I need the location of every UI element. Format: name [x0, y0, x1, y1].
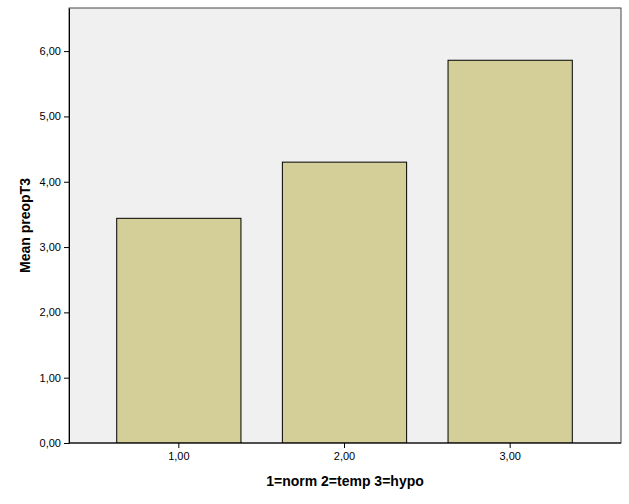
y-tick-label: 3,00 — [40, 241, 61, 253]
bars — [117, 60, 573, 443]
y-tick: 0,00 — [40, 437, 69, 449]
x-tick-label: 1,00 — [168, 450, 189, 462]
bar — [282, 162, 406, 443]
y-tick: 4,00 — [40, 176, 69, 188]
y-tick-label: 0,00 — [40, 437, 61, 449]
y-tick: 1,00 — [40, 372, 69, 384]
y-tick-label: 5,00 — [40, 110, 61, 122]
y-tick-mark — [64, 116, 69, 117]
y-tick: 2,00 — [40, 306, 69, 318]
x-axis-title: 1=norm 2=temp 3=hypo — [266, 473, 424, 489]
y-tick: 3,00 — [40, 241, 69, 253]
y-tick-label: 4,00 — [40, 176, 61, 188]
y-tick-mark — [64, 312, 69, 313]
x-tick-mark — [344, 443, 345, 448]
bar — [448, 60, 572, 443]
x-axis: 1,00 2,00 3,00 — [69, 443, 621, 462]
x-tick: 1,00 — [168, 443, 189, 462]
y-tick-mark — [64, 443, 69, 444]
x-tick: 3,00 — [499, 443, 520, 462]
y-tick: 6,00 — [40, 45, 69, 57]
chart: 0,00 1,00 2,00 3,00 4,00 5,00 6,00 1,00 2,00 3,00… — [0, 0, 629, 504]
x-tick: 2,00 — [334, 443, 355, 462]
y-tick-mark — [64, 247, 69, 248]
y-tick-label: 2,00 — [40, 306, 61, 318]
y-tick-mark — [64, 182, 69, 183]
y-tick-label: 6,00 — [40, 45, 61, 57]
x-tick-label: 2,00 — [334, 450, 355, 462]
x-tick-mark — [510, 443, 511, 448]
x-tick-mark — [178, 443, 179, 448]
y-axis: 0,00 1,00 2,00 3,00 4,00 5,00 6,00 — [40, 9, 70, 450]
x-tick-label: 3,00 — [499, 450, 520, 462]
bar — [117, 218, 241, 443]
y-tick: 5,00 — [40, 110, 69, 122]
y-axis-title: Mean preopT3 — [17, 178, 33, 273]
y-tick-mark — [64, 51, 69, 52]
y-axis-line — [69, 9, 70, 444]
y-tick-label: 1,00 — [40, 372, 61, 384]
plot-frame — [69, 8, 621, 443]
y-tick-mark — [64, 378, 69, 379]
